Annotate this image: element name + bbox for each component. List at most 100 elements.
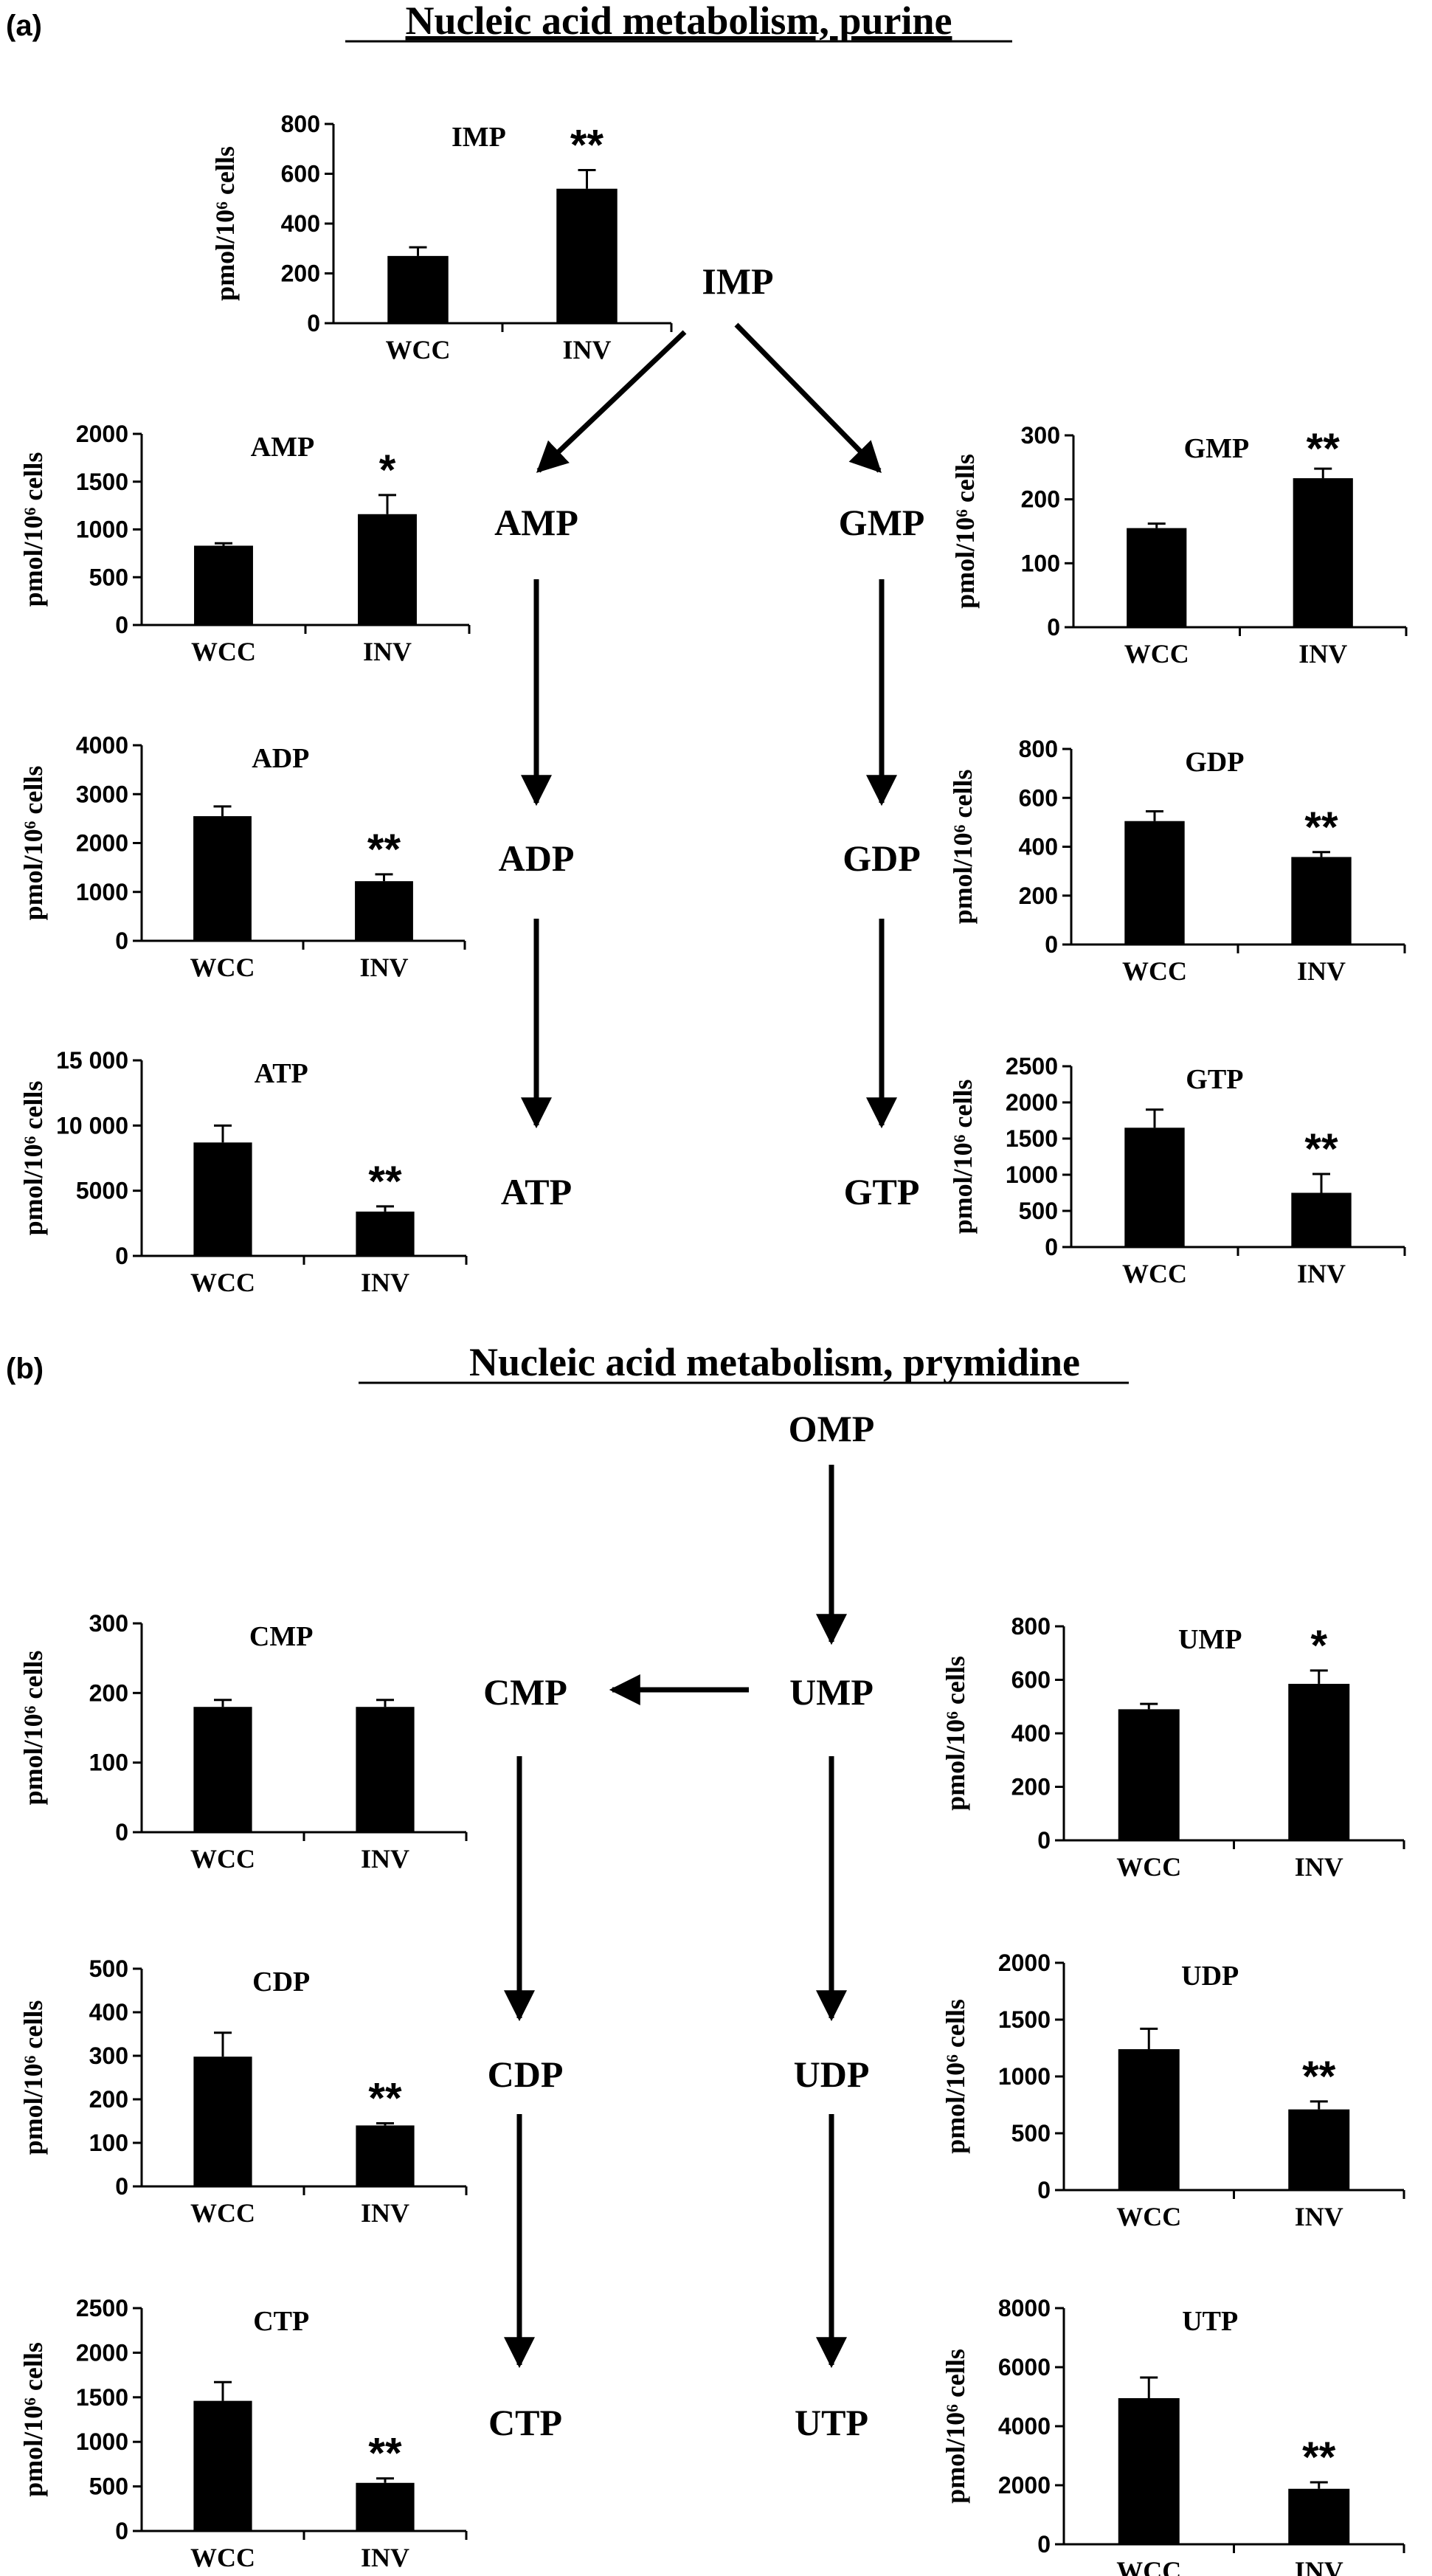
y-tick-label: 5000	[76, 1178, 128, 1204]
y-tick-label: 200	[89, 2086, 128, 2113]
y-tick-label: 500	[1019, 1198, 1058, 1224]
y-tick-label: 1000	[76, 2428, 128, 2455]
y-tick-label: 500	[89, 564, 128, 590]
bar-wcc	[1118, 1709, 1180, 1840]
chart-gmp: 0 100 200 300 WCC INV GMP ** pmol/10⁶ cells	[950, 422, 1408, 669]
x-tick-label: WCC	[386, 335, 451, 365]
bar-inv	[355, 881, 413, 941]
chart-title: ADP	[252, 743, 309, 774]
y-axis-label: pmol/10⁶ cells	[941, 1656, 970, 1811]
x-tick-label: INV	[1297, 1259, 1346, 1288]
bar-inv	[1288, 1683, 1350, 1840]
y-tick-label: 100	[89, 1750, 128, 1776]
chart-utp: 0 2000 4000 6000 8000 WCC INV UTP ** pmol/10⁶ cel…	[941, 2295, 1405, 2576]
y-tick-label: 0	[1045, 1234, 1058, 1260]
y-tick-label: 0	[115, 1243, 128, 1269]
chart-gtp: 0 500 1000 1500 2000 2500 WCC INV GTP ** pmol/10⁶ …	[948, 1053, 1406, 1288]
y-tick-label: 800	[1011, 1613, 1051, 1640]
y-tick-label: 15 000	[56, 1047, 128, 1074]
panel-b-title: Nucleic acid metabolism, prymidine	[469, 1340, 1080, 1384]
y-tick-label: 4000	[76, 732, 128, 759]
chart-amp: 0 500 1000 1500 2000 WCC INV AMP * pmol/10⁶ cells	[18, 421, 471, 666]
y-axis-label: pmol/10⁶ cells	[18, 1651, 48, 1806]
y-tick-label: 8000	[998, 2295, 1051, 2321]
y-tick-label: 200	[1019, 883, 1058, 909]
bar-wcc	[1118, 2049, 1180, 2190]
chart-title: GTP	[1186, 1064, 1243, 1095]
bar-inv	[356, 2482, 415, 2531]
y-axis-label: pmol/10⁶ cells	[18, 2342, 48, 2497]
node-gdp: GDP	[843, 838, 921, 879]
bar-inv	[356, 1707, 415, 1832]
x-tick-label: WCC	[1124, 639, 1189, 669]
y-tick-label: 500	[1011, 2120, 1051, 2147]
panel-a-label: (a)	[6, 10, 42, 42]
y-tick-label: 2500	[76, 2295, 128, 2321]
significance-marker: **	[1304, 1125, 1338, 1173]
x-tick-label: WCC	[190, 2198, 255, 2228]
node-amp: AMP	[494, 502, 578, 543]
y-tick-label: 400	[89, 1999, 128, 2026]
y-axis-label: pmol/10⁶ cells	[950, 454, 980, 609]
bar-wcc	[1124, 1128, 1185, 1247]
chart-title: GDP	[1185, 747, 1244, 778]
bar-inv	[556, 188, 618, 323]
bar-inv	[1291, 1192, 1352, 1247]
panel-b-label: (b)	[6, 1353, 44, 1385]
y-axis-label: pmol/10⁶ cells	[18, 766, 48, 921]
node-ump: UMP	[789, 1671, 874, 1713]
chart-title: CMP	[249, 1621, 314, 1652]
node-cmp: CMP	[483, 1671, 567, 1713]
significance-marker: *	[379, 446, 396, 494]
y-tick-label: 1000	[76, 517, 128, 543]
node-atp: ATP	[501, 1171, 572, 1212]
node-udp: UDP	[794, 2054, 870, 2095]
bar-wcc	[1127, 528, 1187, 627]
significance-marker: **	[1307, 425, 1341, 473]
y-tick-label: 2500	[1006, 1053, 1058, 1080]
y-tick-label: 600	[1011, 1667, 1051, 1693]
y-tick-label: 400	[281, 210, 320, 237]
y-tick-label: 300	[89, 2043, 128, 2069]
chart-title: AMP	[251, 432, 315, 463]
node-utp: UTP	[795, 2402, 868, 2443]
x-tick-label: WCC	[190, 1844, 255, 1874]
y-tick-label: 800	[281, 111, 320, 137]
y-tick-label: 0	[115, 928, 128, 954]
x-tick-label: WCC	[191, 637, 256, 666]
bar-wcc	[1118, 2398, 1180, 2544]
y-tick-label: 100	[1021, 550, 1060, 576]
significance-marker: **	[570, 121, 604, 169]
x-tick-label: INV	[562, 335, 611, 365]
arrow-imp-gmp	[734, 322, 882, 473]
x-tick-label: INV	[1295, 1852, 1343, 1882]
y-tick-label: 300	[1021, 422, 1060, 449]
y-tick-label: 2000	[76, 2339, 128, 2366]
y-tick-label: 1000	[1006, 1161, 1058, 1188]
y-tick-label: 400	[1019, 834, 1058, 860]
y-axis-label: pmol/10⁶ cells	[18, 1081, 48, 1236]
y-tick-label: 2000	[76, 830, 128, 857]
y-tick-label: 1500	[76, 2384, 128, 2411]
y-tick-label: 0	[1047, 614, 1060, 640]
significance-marker: *	[1310, 1622, 1327, 1670]
chart-imp: 0 200 400 600 800 WCC INV IMP ** pmol/10⁶ cells	[210, 111, 673, 365]
y-tick-label: 200	[1021, 486, 1060, 513]
y-tick-label: 10 000	[56, 1112, 128, 1139]
chart-title: UMP	[1178, 1624, 1242, 1655]
chart-title: UTP	[1182, 2306, 1238, 2337]
chart-ctp: 0 500 1000 1500 2000 2500 WCC INV CTP ** pmol/10⁶ …	[18, 2295, 468, 2572]
y-tick-label: 0	[115, 612, 128, 638]
y-axis-label: pmol/10⁶ cells	[941, 1999, 970, 2154]
x-tick-label: INV	[361, 1844, 409, 1874]
chart-adp: 0 1000 2000 3000 4000 WCC INV ADP ** pmol/10⁶ cel…	[18, 732, 466, 982]
bar-wcc	[387, 255, 449, 323]
y-tick-label: 3000	[76, 781, 128, 807]
y-tick-label: 1500	[1006, 1125, 1058, 1152]
x-tick-label: WCC	[190, 2543, 255, 2572]
y-tick-label: 1000	[998, 2063, 1051, 2090]
y-tick-label: 0	[115, 1819, 128, 1845]
significance-marker: **	[368, 2074, 402, 2122]
y-tick-label: 200	[89, 1679, 128, 1706]
